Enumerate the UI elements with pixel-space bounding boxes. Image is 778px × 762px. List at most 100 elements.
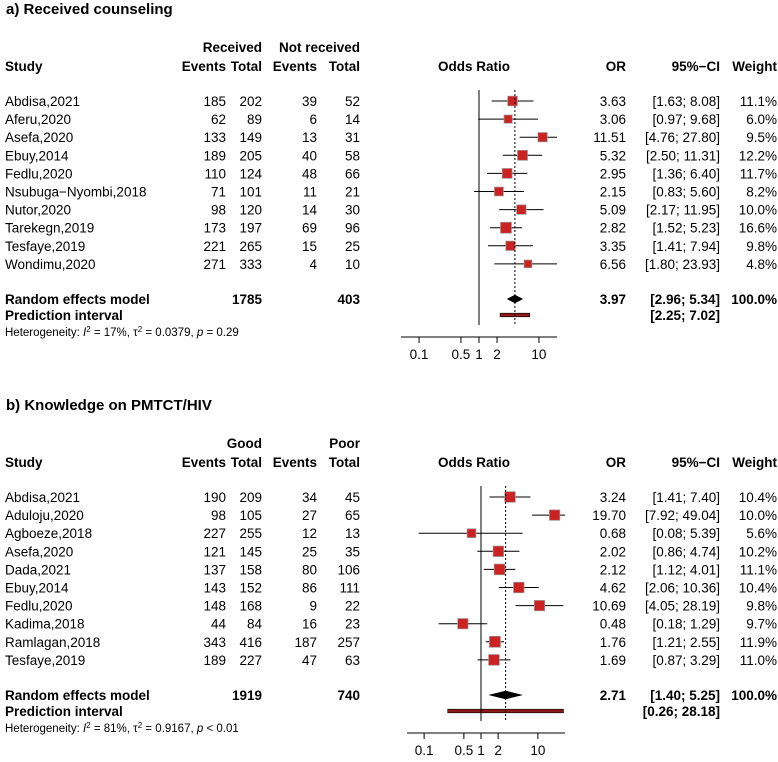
ci-cell: [1.80; 23.93] [645,257,720,272]
weight-cell: 11.9% [740,635,777,650]
het-prefix: Heterogeneity: [5,723,83,735]
exp-events-cell: 148 [203,599,226,614]
col-header-ci: 95%−CI [672,59,720,74]
exp-events-cell: 185 [203,94,226,109]
exp-events-cell: 98 [211,203,226,218]
ctl-total-cell: 14 [345,112,361,127]
x-tick-label: 1 [477,743,485,757]
pooled-ci: [2.96; 5.34] [650,292,720,307]
exp-events-cell: 121 [203,544,226,559]
or-cell: 5.32 [600,148,626,163]
het-sep: , [190,327,196,339]
het-p-symbol: p [196,723,204,735]
ci-cell: [0.08; 5.39] [652,526,720,541]
het-eq: = [142,723,155,735]
ci-cell: [0.83; 5.60] [652,185,720,200]
study-name: Aduloju,2020 [5,508,84,523]
col-header-or: OR [606,59,627,74]
study-name: Fedlu,2020 [5,166,73,181]
ctl-total-cell: 21 [345,185,360,200]
exp-events-cell: 189 [203,148,226,163]
ctl-events-cell: 34 [302,490,318,505]
study-name: Asefa,2020 [5,544,73,559]
study-marker [533,600,546,612]
exp-events-cell: 133 [203,130,226,145]
or-cell: 5.09 [600,203,626,218]
study-marker [489,635,501,648]
ci-cell: [2.06; 10.36] [645,581,720,596]
exp-total-cell: 205 [239,148,262,163]
het-tau2-value: 0.0379 [155,327,190,339]
ctl-total-cell: 52 [345,94,360,109]
ctl-events-cell: 47 [302,653,317,668]
ctl-events-cell: 27 [302,508,317,523]
exp-events-cell: 271 [203,257,226,272]
or-cell: 1.69 [600,653,626,668]
or-cell: 6.56 [600,257,626,272]
ctl-total-cell: 31 [345,130,360,145]
or-cell: 11.51 [593,130,626,145]
col-header-ctl-total: Total [329,59,360,74]
weight-cell: 9.7% [746,617,777,632]
col-header-weight: Weight [732,59,777,74]
study-name: Tesfaye,2019 [5,239,85,254]
pooled-weight: 100.0% [731,688,777,703]
exp-events-cell: 227 [203,526,226,541]
prediction-ci: [0.26; 28.18] [643,704,720,719]
pooled-exp-total: 1785 [232,292,263,307]
heterogeneity-note: Heterogeneity: I2 = 17%, τ2 = 0.0379, p … [5,325,239,340]
ctl-total-cell: 13 [345,526,360,541]
ctl-events-cell: 69 [302,221,317,236]
exp-total-cell: 168 [239,599,262,614]
x-tick-label: 1 [475,347,483,362]
study-name: Asefa,2020 [5,130,73,145]
or-cell: 2.82 [600,221,626,236]
x-tick-label: 2 [493,347,501,362]
exp-total-cell: 202 [239,94,262,109]
exp-total-cell: 89 [247,112,262,127]
study-name: Ebuy,2014 [5,581,69,596]
exp-total-cell: 101 [239,185,262,200]
study-marker [523,259,533,269]
exp-total-cell: 333 [239,257,262,272]
het-i2-value: 81% [104,723,127,735]
pooled-ctl-total: 403 [337,292,360,307]
ci-cell: [1.41; 7.94] [652,239,720,254]
ctl-events-cell: 14 [302,203,318,218]
pooled-label: Random effects model [5,292,150,307]
ctl-total-cell: 257 [337,635,360,650]
study-name: Abdisa,2021 [5,94,80,109]
weight-cell: 6.0% [746,112,777,127]
ctl-events-cell: 15 [302,239,317,254]
study-name: Aferu,2020 [5,112,71,127]
col-header-or: OR [606,455,627,470]
study-marker [505,240,516,251]
ci-cell: [2.50; 11.31] [646,148,720,163]
or-cell: 3.06 [600,112,626,127]
col-header-ctl-events: Events [273,455,317,470]
pooled-ctl-total: 740 [337,688,360,703]
study-marker [513,581,525,594]
exp-total-cell: 255 [239,526,262,541]
weight-cell: 10.4% [739,581,777,596]
x-tick-label: 0.5 [454,743,473,757]
het-p-value: = 0.29 [203,327,239,339]
exp-total-cell: 265 [239,239,262,254]
panel-title: b) Knowledge on PMTCT/HIV [6,397,212,414]
het-prefix: Heterogeneity: [5,327,83,339]
ctl-events-cell: 40 [302,148,317,163]
study-name: Dada,2021 [5,562,71,577]
ci-cell: [2.17; 11.95] [646,203,720,218]
ctl-total-cell: 111 [339,581,360,596]
col-header-weight: Weight [732,455,777,470]
study-marker [466,528,477,538]
weight-cell: 11.1% [740,94,777,109]
col-header-ctl-total: Total [329,455,360,470]
x-tick-label: 2 [494,743,502,757]
or-cell: 2.15 [600,185,626,200]
het-p-value: < 0.01 [203,723,239,735]
het-tau-symbol: , τ [127,723,138,735]
exp-total-cell: 209 [239,490,262,505]
weight-cell: 11.0% [740,653,777,668]
